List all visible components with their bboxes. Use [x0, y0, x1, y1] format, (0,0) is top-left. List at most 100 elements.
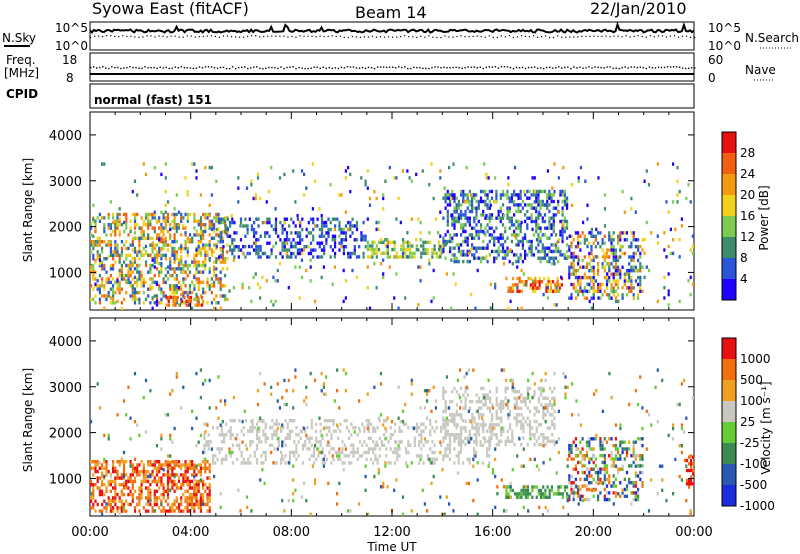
nsearch-point	[476, 35, 478, 37]
velocity-cell	[281, 498, 284, 503]
power-cell	[614, 282, 617, 287]
power-colorbar-tick: 24	[740, 167, 755, 181]
velocity-cell	[225, 454, 228, 458]
nsearch-point	[488, 35, 490, 37]
power-cell	[109, 273, 112, 278]
power-cell	[603, 193, 607, 197]
power-cell	[563, 226, 566, 230]
power-cell	[173, 253, 176, 257]
power-cell	[94, 260, 97, 264]
velocity-cell	[690, 462, 693, 466]
power-cell	[534, 276, 537, 281]
power-cell	[628, 289, 631, 293]
velocity-cell	[158, 479, 161, 484]
power-cell	[446, 196, 449, 200]
velocity-cell	[621, 440, 624, 444]
power-cell	[463, 200, 466, 204]
power-cell	[187, 303, 190, 307]
velocity-cell	[495, 386, 498, 391]
nave-point	[195, 67, 198, 69]
power-cell	[628, 286, 631, 290]
velocity-cell	[453, 416, 456, 420]
power-cell	[184, 176, 187, 180]
power-cell	[572, 269, 575, 273]
velocity-cell	[142, 469, 145, 474]
velocity-cell	[224, 399, 227, 403]
nave-point	[370, 66, 373, 69]
power-cell	[555, 303, 558, 307]
power-cell	[206, 212, 209, 217]
power-cell	[191, 162, 194, 166]
nave-point	[573, 66, 575, 68]
power-cell	[524, 282, 528, 286]
velocity-cell	[500, 409, 503, 414]
power-cell	[158, 284, 161, 288]
power-cell	[169, 287, 172, 291]
velocity-cell	[193, 486, 196, 490]
power-cell	[519, 189, 522, 194]
power-cell	[574, 275, 577, 280]
velocity-cell	[173, 426, 176, 431]
velocity-cell	[429, 422, 432, 426]
power-cell	[114, 253, 117, 257]
nave-point	[663, 66, 666, 69]
power-cell	[531, 279, 534, 283]
velocity-cell	[453, 461, 456, 465]
power-cell	[546, 282, 549, 286]
velocity-cell	[367, 429, 370, 433]
power-cell	[219, 270, 222, 274]
velocity-cell	[256, 389, 260, 393]
power-cell	[395, 217, 398, 221]
power-cell	[144, 297, 148, 302]
power-cell	[101, 267, 104, 271]
power-cell	[94, 219, 97, 223]
velocity-cell	[287, 378, 290, 383]
power-cell	[193, 212, 196, 217]
nave-point	[253, 66, 255, 68]
power-cell	[475, 223, 478, 227]
power-cell	[431, 247, 434, 252]
velocity-cell	[343, 461, 346, 465]
power-cell	[90, 265, 93, 269]
velocity-cell	[540, 423, 543, 427]
velocity-cell	[204, 502, 207, 507]
velocity-cell	[292, 464, 295, 468]
power-cell	[294, 255, 297, 259]
velocity-cell	[206, 476, 209, 480]
power-cell	[563, 216, 566, 220]
power-cell	[351, 217, 354, 221]
power-cell	[632, 265, 635, 269]
velocity-cell	[258, 419, 261, 423]
nave-point	[304, 67, 306, 70]
power-cell	[164, 210, 167, 214]
velocity-cell	[112, 479, 115, 484]
velocity-cell	[486, 439, 489, 443]
velocity-cell	[480, 413, 483, 417]
power-cell	[220, 238, 223, 242]
power-cell	[250, 183, 253, 187]
power-cell	[201, 303, 204, 307]
velocity-cell	[270, 392, 273, 396]
power-cell	[189, 295, 193, 300]
power-cell	[347, 220, 350, 225]
velocity-cell	[444, 390, 447, 394]
power-cell	[109, 287, 112, 291]
nave-point	[434, 66, 436, 68]
velocity-cell	[101, 471, 104, 475]
nave-point	[666, 66, 669, 68]
power-cell	[191, 260, 194, 264]
power-cell	[338, 193, 341, 197]
velocity-cell	[623, 457, 626, 461]
velocity-cell	[177, 464, 181, 468]
power-cell	[96, 236, 99, 240]
power-cell	[371, 251, 374, 255]
power-cell	[109, 253, 112, 257]
power-cell	[555, 282, 558, 286]
velocity-cell	[345, 454, 348, 458]
power-cell	[457, 213, 460, 217]
power-cell	[630, 245, 633, 249]
velocity-cell	[184, 496, 187, 500]
nsearch-point	[589, 35, 591, 38]
velocity-cell	[341, 447, 344, 451]
power-cell	[420, 251, 423, 255]
